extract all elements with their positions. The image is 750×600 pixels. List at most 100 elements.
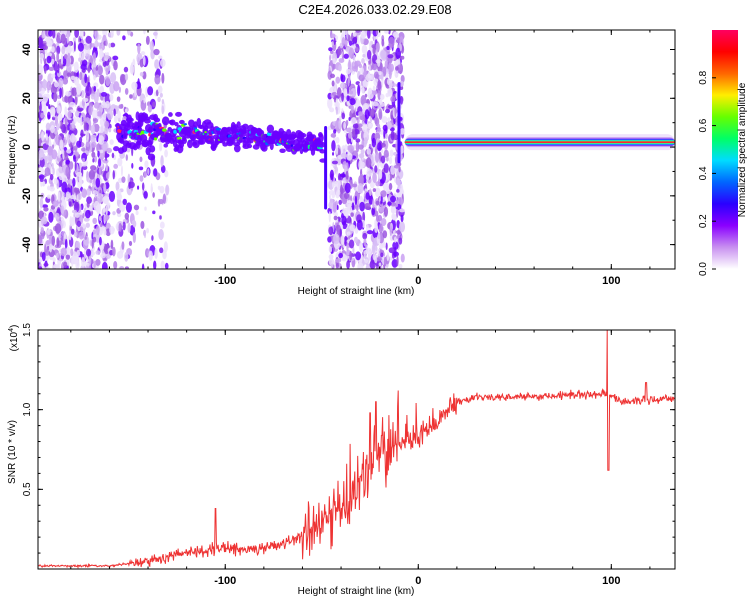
spectrogram-signal-blob: [266, 124, 275, 134]
spectrogram-noise-blob: [340, 152, 348, 158]
spectrogram-noise-blob: [396, 229, 401, 235]
spectrogram-noise-blob: [140, 220, 145, 230]
spectrogram-noise-blob: [100, 253, 106, 259]
snr-multiplier: (x104): [8, 325, 20, 352]
spectrogram-noise-blob: [90, 134, 96, 140]
y-tick-label: -40: [21, 237, 33, 253]
spectrogram-noise-blob: [39, 52, 45, 60]
spectrogram-noise-blob: [46, 228, 51, 236]
spectrogram-signal-blob: [168, 112, 173, 117]
spectrogram-noise-blob: [341, 215, 347, 226]
spectrogram-noise-blob: [378, 70, 382, 76]
spectrogram-noise-blob: [42, 93, 49, 104]
spectrogram-noise-blob: [79, 72, 83, 81]
spectrogram-noise-blob: [49, 186, 55, 192]
spectrogram-noise-blob: [163, 241, 168, 253]
spectrogram-noise-blob: [393, 236, 397, 243]
spectrogram-noise-blob: [348, 59, 351, 71]
spectrogram-noise-blob: [122, 35, 126, 41]
spectrogram-noise-blob: [332, 151, 335, 156]
spectrogram-noise-blob: [94, 189, 97, 199]
spectrogram-noise-blob: [85, 35, 92, 44]
spectrogram-signal-blob: [125, 117, 134, 123]
spectrogram-noise-blob: [98, 135, 105, 145]
spectrogram-noise-blob: [340, 184, 344, 194]
spectrogram-noise-blob: [109, 139, 114, 145]
spectrogram-noise-blob: [139, 71, 144, 77]
spectrogram-noise-blob: [339, 228, 343, 237]
spectrogram-noise-blob: [38, 82, 42, 93]
spectrogram-noise-blob: [375, 200, 380, 206]
spectrogram-noise-blob: [110, 239, 114, 250]
spectrogram-noise-blob: [362, 53, 366, 58]
spectrogram-noise-blob: [381, 116, 388, 124]
spectrogram-noise-blob: [95, 177, 101, 188]
spectrogram-noise-blob: [60, 33, 66, 44]
spectrogram-noise-blob: [360, 149, 365, 155]
spectrogram-noise-blob: [352, 246, 355, 255]
spectrogram-noise-blob: [164, 170, 169, 178]
spectrogram-noise-blob: [50, 73, 56, 79]
spectrogram-signal-blob: [126, 121, 135, 127]
y-tick-label: 0.5: [22, 482, 33, 496]
spectrogram-noise-blob: [38, 235, 43, 245]
spectrogram-noise-blob: [47, 146, 53, 156]
spectrogram-noise-blob: [357, 84, 361, 97]
spectrogram-noise-blob: [400, 253, 405, 263]
spectrogram-noise-blob: [352, 183, 358, 188]
spectrogram-noise-blob: [108, 190, 116, 202]
spectrogram-noise-blob: [384, 140, 389, 150]
spectrogram-noise-blob: [165, 184, 170, 196]
spectrogram-noise-blob: [56, 52, 60, 63]
spectrogram-noise-blob: [346, 127, 352, 133]
spectrogram-noise-blob: [377, 104, 382, 110]
spectrogram-noise-blob: [357, 262, 364, 269]
spectrogram-noise-blob: [399, 43, 403, 52]
spectrogram-noise-blob: [375, 30, 378, 36]
spectrogram-noise-blob: [52, 30, 56, 39]
spectrogram-noise-blob: [341, 112, 346, 120]
spectrogram-noise-blob: [102, 196, 108, 204]
spectrogram-noise-blob: [94, 40, 99, 48]
spectrogram-noise-blob: [150, 183, 153, 194]
spectrogram-signal-blob: [233, 144, 241, 153]
spectrogram-noise-blob: [51, 46, 55, 53]
spectrogram-noise-blob: [390, 130, 395, 141]
spectrogram-noise-blob: [122, 198, 128, 206]
spectrogram-noise-blob: [161, 98, 165, 105]
spectrogram-noise-blob: [79, 226, 84, 232]
x-tick-label: 0: [415, 575, 421, 587]
spectrogram-noise-blob: [99, 74, 105, 85]
spectrogram-noise-blob: [371, 101, 374, 106]
spectrogram-noise-blob: [164, 149, 168, 158]
spectrogram-noise-blob: [328, 246, 333, 253]
spectrogram-noise-blob: [143, 30, 146, 35]
spectrogram-noise-blob: [97, 42, 101, 47]
spectrogram-noise-blob: [395, 47, 402, 60]
spectrogram-noise-blob: [153, 168, 158, 177]
y-tick-label: -20: [21, 188, 33, 204]
spectrogram-noise-blob: [377, 79, 382, 91]
spectrogram-noise-blob: [100, 91, 108, 97]
spectrogram-noise-blob: [85, 117, 90, 122]
spectrogram-noise-blob: [132, 220, 137, 228]
spectrogram-noise-blob: [41, 251, 46, 262]
spectrogram-noise-blob: [104, 55, 110, 60]
spectrogram-noise-blob: [396, 189, 400, 193]
spectrogram-noise-blob: [76, 83, 82, 95]
spectrogram-noise-blob: [352, 123, 359, 129]
spectrogram-noise-blob: [153, 31, 158, 36]
spectrogram-signal-blob: [146, 139, 153, 148]
spectrogram-noise-blob: [350, 117, 357, 125]
spectrogram-noise-blob: [343, 88, 348, 97]
spectrogram-noise-blob: [335, 136, 340, 144]
spectrogram-noise-blob: [43, 206, 49, 212]
spectrogram-noise-blob: [149, 40, 154, 52]
spectrogram-noise-blob: [38, 36, 43, 47]
spectrogram-noise-blob: [56, 105, 61, 114]
spectrogram-noise-blob: [361, 44, 368, 55]
spectrogram-noise-blob: [153, 48, 160, 56]
spectrogram-noise-blob: [62, 149, 65, 160]
spectrogram-signal-core: [183, 123, 187, 126]
spectrogram-noise-blob: [113, 146, 120, 152]
